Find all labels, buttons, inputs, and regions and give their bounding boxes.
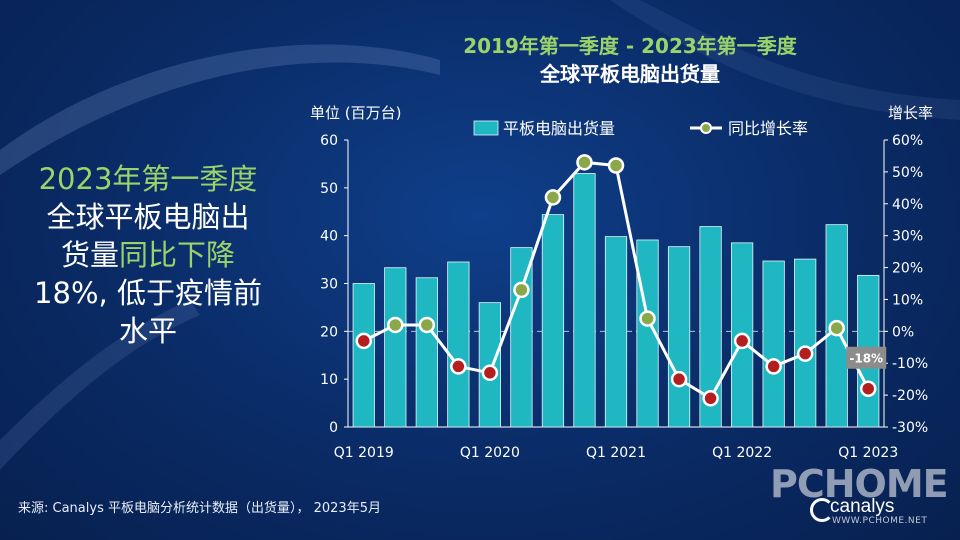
x-tick-label: Q1 2019 [334, 445, 394, 461]
growth-rate-point [765, 358, 782, 375]
y2-tick-label: -10% [892, 356, 928, 372]
growth-rate-point [450, 358, 467, 375]
growth-rate-point [828, 319, 845, 337]
headline-line1: 2023年第一季度 [38, 162, 258, 196]
growth-rate-point [859, 380, 877, 397]
headline-line4: 18%, 低于疫情前 [34, 276, 262, 310]
headline-line2: 全球平板电脑出 [46, 200, 250, 234]
headline-line3-a: 货量 [60, 238, 119, 272]
shipment-bar [447, 261, 470, 428]
y2-tick-label: 50% [892, 165, 923, 181]
y2-tick-label: 10% [892, 292, 923, 308]
y2-tick-label: -20% [892, 388, 928, 404]
growth-rate-point [576, 154, 593, 171]
canalys-swirl-icon [810, 498, 834, 522]
y2-tick-label: 60% [892, 133, 923, 149]
annotation-box [846, 346, 887, 369]
growth-rate-point [733, 332, 751, 350]
growth-rate-point [481, 364, 499, 382]
x-tick-label: Q1 2020 [460, 445, 520, 461]
x-tick-label: Q1 2022 [712, 445, 772, 461]
x-tick-label: Q1 2021 [586, 445, 646, 461]
x-tick-label: Q1 2023 [838, 445, 898, 461]
annotation-label: -18% [849, 352, 883, 366]
legend-label-growth: 同比增长率 [728, 119, 808, 138]
chart-title-line1: 2019年第一季度 - 2023年第一季度 [463, 34, 797, 58]
y2-tick-label: 20% [892, 261, 923, 277]
shipment-bar [573, 173, 596, 428]
headline: 2023年第一季度 全球平板电脑出 货量同比下降 18%, 低于疫情前 水平 [18, 160, 278, 350]
y-tick-label: 0 [329, 420, 338, 436]
shipment-bar [415, 277, 438, 428]
growth-rate-point [544, 189, 562, 206]
growth-rate-point [639, 310, 656, 327]
chart-title-line2: 全球平板电脑出货量 [540, 62, 720, 86]
legend-label-bar: 平板电脑出货量 [503, 119, 615, 138]
y2-tick-label: 30% [892, 229, 923, 245]
legend-swatch-bar [473, 120, 499, 136]
growth-rate-point [513, 281, 530, 299]
y2-tick-label: -30% [892, 420, 928, 436]
shipment-bar [541, 214, 565, 428]
y-tick-label: 40 [320, 229, 338, 245]
pchome-logo: PCHOME [770, 462, 949, 506]
y2-axis-title: 增长率 [888, 104, 933, 122]
legend-marker-growth [700, 122, 712, 134]
growth-rate-point [796, 345, 814, 362]
shipment-bar [510, 247, 533, 428]
shipment-bar [604, 236, 628, 428]
growth-rate-point [355, 332, 373, 350]
growth-rate-point [670, 370, 688, 388]
headline-line3-b: 同比下降 [119, 238, 236, 272]
y-tick-label: 50 [320, 181, 338, 197]
y-tick-label: 60 [320, 133, 338, 149]
y-tick-label: 20 [320, 324, 338, 340]
headline-line3: 货量同比下降 [18, 236, 278, 274]
canalys-logo: canalys [830, 496, 895, 517]
shipment-bar [352, 283, 375, 428]
source-note: 来源: Canalys 平板电脑分析统计数据（出货量）， 2023年5月 [18, 501, 381, 516]
shipment-bar [699, 226, 722, 428]
growth-rate-point [418, 316, 436, 334]
shipment-bar [384, 267, 407, 428]
shipment-bar [794, 258, 817, 428]
growth-rate-point [702, 390, 719, 407]
y2-tick-label: 0% [892, 324, 914, 340]
logo-url: WWW.PCHOME.NET [832, 516, 928, 526]
y-axis-title: 单位 (百万台) [310, 104, 401, 122]
watermark-logo: PCHOME canalys WWW.PCHOME.NET [770, 462, 950, 532]
headline-line5: 水平 [118, 314, 177, 348]
y-tick-label: 30 [320, 277, 338, 293]
growth-rate-point [387, 316, 404, 334]
y-tick-label: 10 [320, 372, 338, 388]
y2-tick-label: 40% [892, 197, 923, 213]
shipment-bar [667, 246, 691, 428]
growth-rate-point [607, 157, 625, 174]
shipment-bar [762, 260, 785, 428]
